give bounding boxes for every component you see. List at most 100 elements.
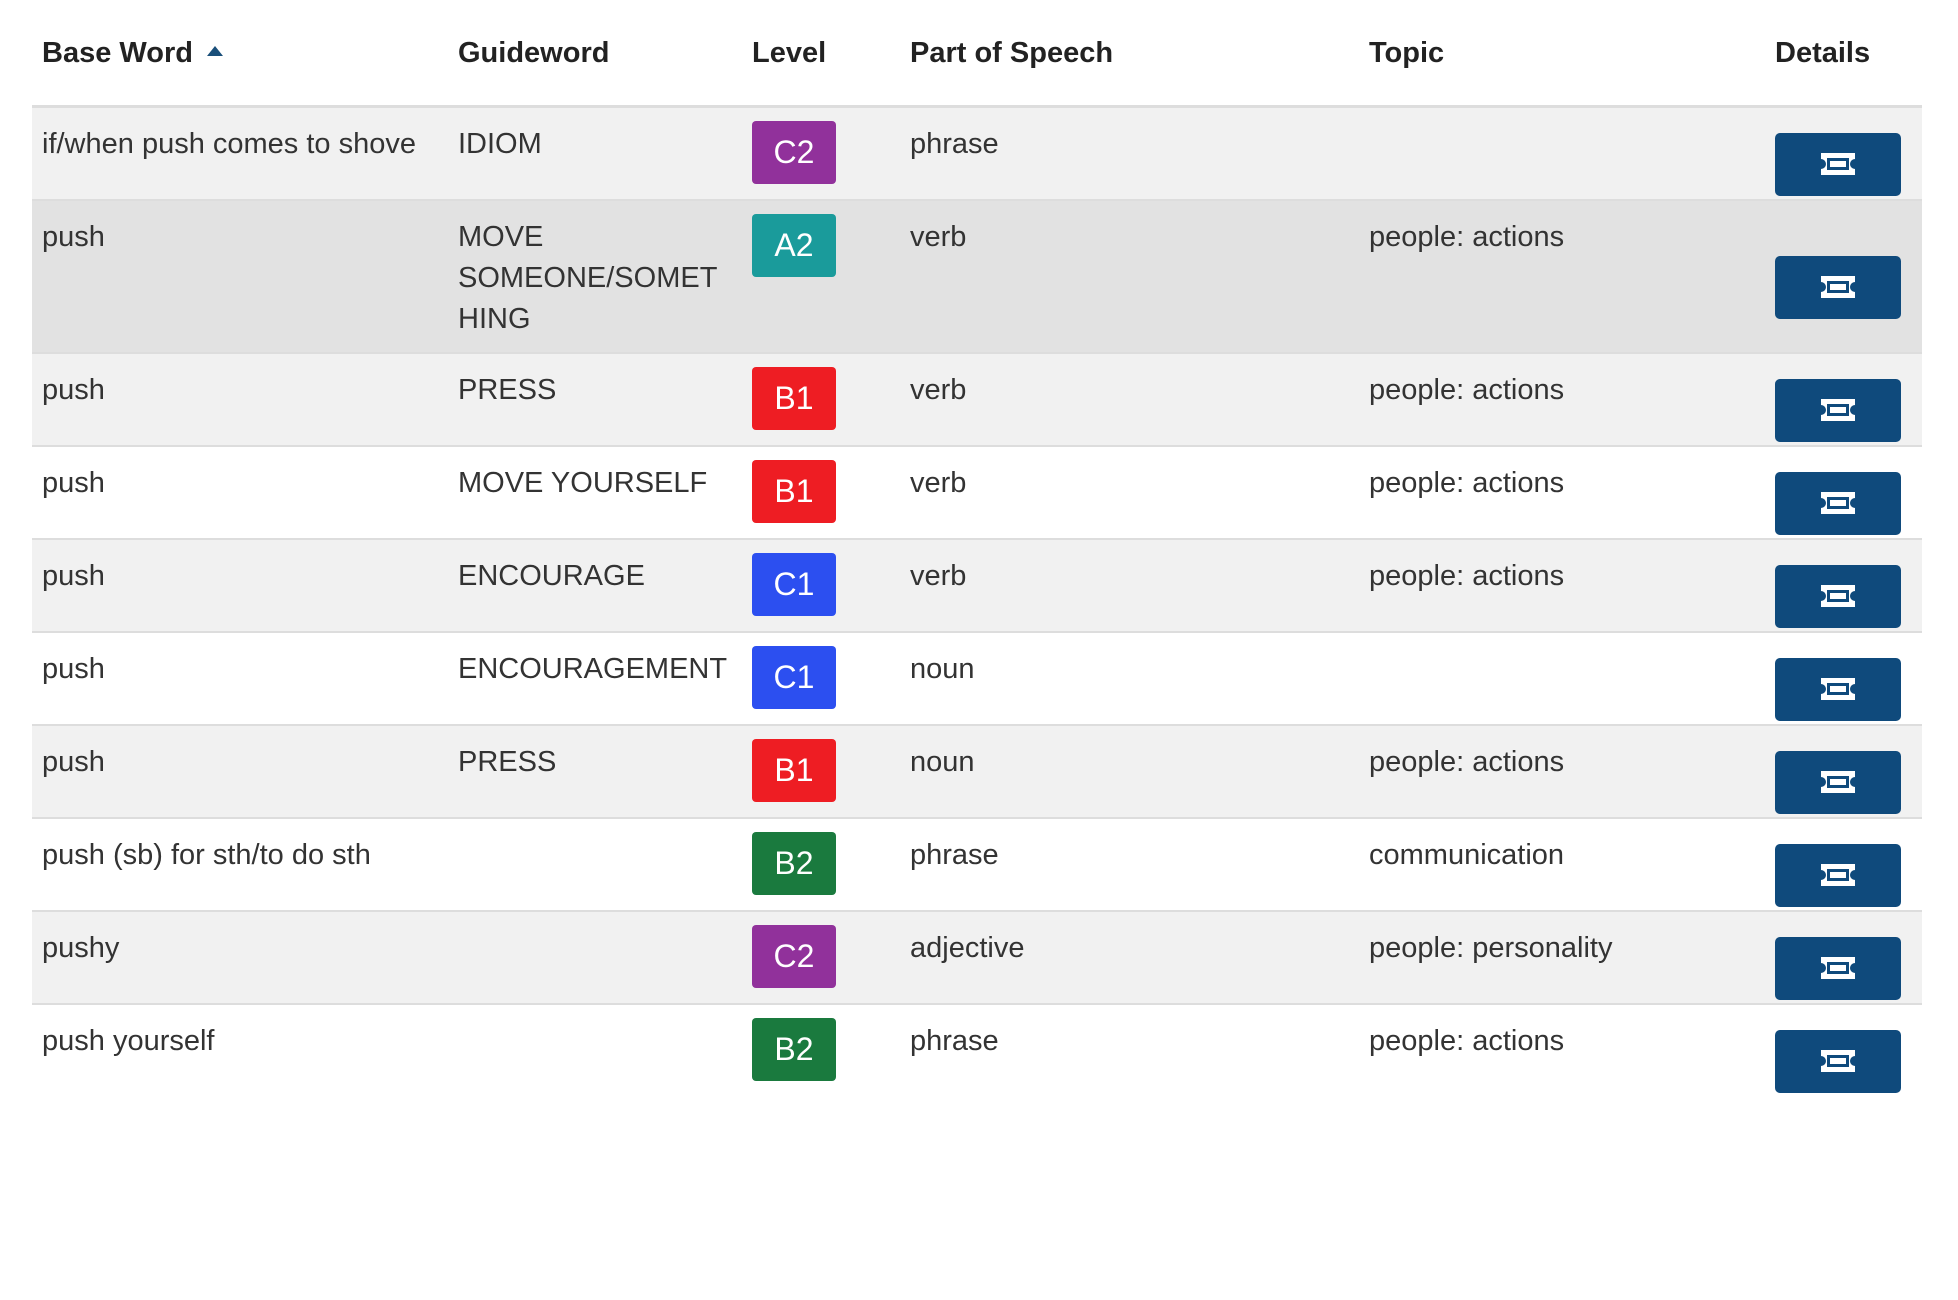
- level-badge: B1: [752, 459, 836, 523]
- details-button[interactable]: [1775, 843, 1901, 907]
- topic-cell: people: personality: [1359, 910, 1775, 1005]
- table-row: push PRESS B1 verb people: actions: [32, 352, 1922, 447]
- level-badge: C2: [752, 924, 836, 988]
- guideword-cell: PRESS: [448, 352, 742, 447]
- part-of-speech-cell: phrase: [900, 1003, 1359, 1096]
- details-cell: [1775, 910, 1922, 1005]
- guideword-cell: [448, 817, 742, 912]
- base-word-cell: push: [32, 199, 448, 354]
- table-row: push yourself B2 phrase people: actions: [32, 1003, 1922, 1096]
- column-header-topic[interactable]: Topic: [1359, 0, 1775, 108]
- table-row: if/when push comes to shove IDIOM C2 phrase: [32, 106, 1922, 201]
- topic-cell: people: actions: [1359, 1003, 1775, 1096]
- topic-cell: people: actions: [1359, 352, 1775, 447]
- level-badge: A2: [752, 213, 836, 277]
- part-of-speech-cell: noun: [900, 631, 1359, 726]
- vocabulary-table: Base Word Guideword Level Part of Speech…: [32, 0, 1922, 1096]
- details-button[interactable]: [1775, 255, 1901, 319]
- guideword-cell: ENCOURAGEMENT: [448, 631, 742, 726]
- part-of-speech-cell: verb: [900, 352, 1359, 447]
- table-row: push PRESS B1 noun people: actions: [32, 724, 1922, 819]
- ticket-icon: [1821, 276, 1855, 298]
- level-badge: C1: [752, 552, 836, 616]
- details-button[interactable]: [1775, 750, 1901, 814]
- table-header: Base Word Guideword Level Part of Speech…: [32, 0, 1922, 108]
- level-cell: C1: [742, 538, 900, 633]
- details-cell: [1775, 352, 1922, 447]
- details-cell: [1775, 106, 1922, 201]
- ticket-icon: [1821, 153, 1855, 175]
- ticket-icon: [1821, 771, 1855, 793]
- ticket-icon: [1821, 957, 1855, 979]
- topic-cell: people: actions: [1359, 199, 1775, 354]
- details-header-label: Details: [1775, 36, 1871, 69]
- details-cell: [1775, 631, 1922, 726]
- column-header-base-word[interactable]: Base Word: [32, 0, 448, 108]
- details-cell: [1775, 724, 1922, 819]
- guideword-cell: MOVE SOMEONE/SOMETHING: [448, 199, 742, 354]
- base-word-cell: push: [32, 538, 448, 633]
- table-row: pushy C2 adjective people: personality: [32, 910, 1922, 1005]
- level-cell: C1: [742, 631, 900, 726]
- level-cell: B1: [742, 445, 900, 540]
- topic-cell: communication: [1359, 817, 1775, 912]
- level-badge: B2: [752, 1017, 836, 1081]
- ticket-icon: [1821, 678, 1855, 700]
- details-button[interactable]: [1775, 1029, 1901, 1093]
- guideword-header-label: Guideword: [458, 36, 610, 69]
- details-button[interactable]: [1775, 657, 1901, 721]
- topic-header-label: Topic: [1369, 36, 1445, 69]
- details-cell: [1775, 817, 1922, 912]
- base-word-cell: push: [32, 352, 448, 447]
- guideword-cell: [448, 1003, 742, 1096]
- part-of-speech-cell: noun: [900, 724, 1359, 819]
- base-word-header-label: Base Word: [42, 36, 193, 69]
- level-badge: B2: [752, 831, 836, 895]
- topic-cell: people: actions: [1359, 538, 1775, 633]
- guideword-cell: ENCOURAGE: [448, 538, 742, 633]
- level-cell: C2: [742, 106, 900, 201]
- ticket-icon: [1821, 399, 1855, 421]
- part-of-speech-cell: verb: [900, 445, 1359, 540]
- table-row: push MOVE YOURSELF B1 verb people: actions: [32, 445, 1922, 540]
- base-word-cell: push: [32, 724, 448, 819]
- details-button[interactable]: [1775, 471, 1901, 535]
- ticket-icon: [1821, 585, 1855, 607]
- level-cell: B2: [742, 1003, 900, 1096]
- table-row: push (sb) for sth/to do sth B2 phrase commu…: [32, 817, 1922, 912]
- level-cell: C2: [742, 910, 900, 1005]
- column-header-details: Details: [1775, 0, 1922, 108]
- part-of-speech-header-label: Part of Speech: [910, 36, 1114, 69]
- part-of-speech-cell: verb: [900, 199, 1359, 354]
- column-header-level[interactable]: Level: [742, 0, 900, 108]
- guideword-cell: PRESS: [448, 724, 742, 819]
- base-word-cell: if/when push comes to shove: [32, 106, 448, 201]
- guideword-cell: [448, 910, 742, 1005]
- column-header-part-of-speech[interactable]: Part of Speech: [900, 0, 1359, 108]
- details-button[interactable]: [1775, 132, 1901, 196]
- part-of-speech-cell: adjective: [900, 910, 1359, 1005]
- base-word-cell: push: [32, 445, 448, 540]
- table-row: push MOVE SOMEONE/SOMETHING A2 verb people: …: [32, 199, 1922, 354]
- level-badge: C2: [752, 120, 836, 184]
- level-badge: B1: [752, 738, 836, 802]
- level-header-label: Level: [752, 36, 827, 69]
- ticket-icon: [1821, 864, 1855, 886]
- ticket-icon: [1821, 1050, 1855, 1072]
- level-cell: B1: [742, 352, 900, 447]
- details-button[interactable]: [1775, 378, 1901, 442]
- guideword-cell: MOVE YOURSELF: [448, 445, 742, 540]
- details-button[interactable]: [1775, 936, 1901, 1000]
- level-cell: B1: [742, 724, 900, 819]
- sort-ascending-icon: [206, 46, 223, 57]
- details-cell: [1775, 199, 1922, 354]
- table-row: push ENCOURAGEMENT C1 noun: [32, 631, 1922, 726]
- topic-cell: people: actions: [1359, 445, 1775, 540]
- part-of-speech-cell: phrase: [900, 106, 1359, 201]
- header-row: Base Word Guideword Level Part of Speech…: [32, 0, 1922, 108]
- column-header-guideword[interactable]: Guideword: [448, 0, 742, 108]
- guideword-cell: IDIOM: [448, 106, 742, 201]
- details-button[interactable]: [1775, 564, 1901, 628]
- level-badge: C1: [752, 645, 836, 709]
- part-of-speech-cell: verb: [900, 538, 1359, 633]
